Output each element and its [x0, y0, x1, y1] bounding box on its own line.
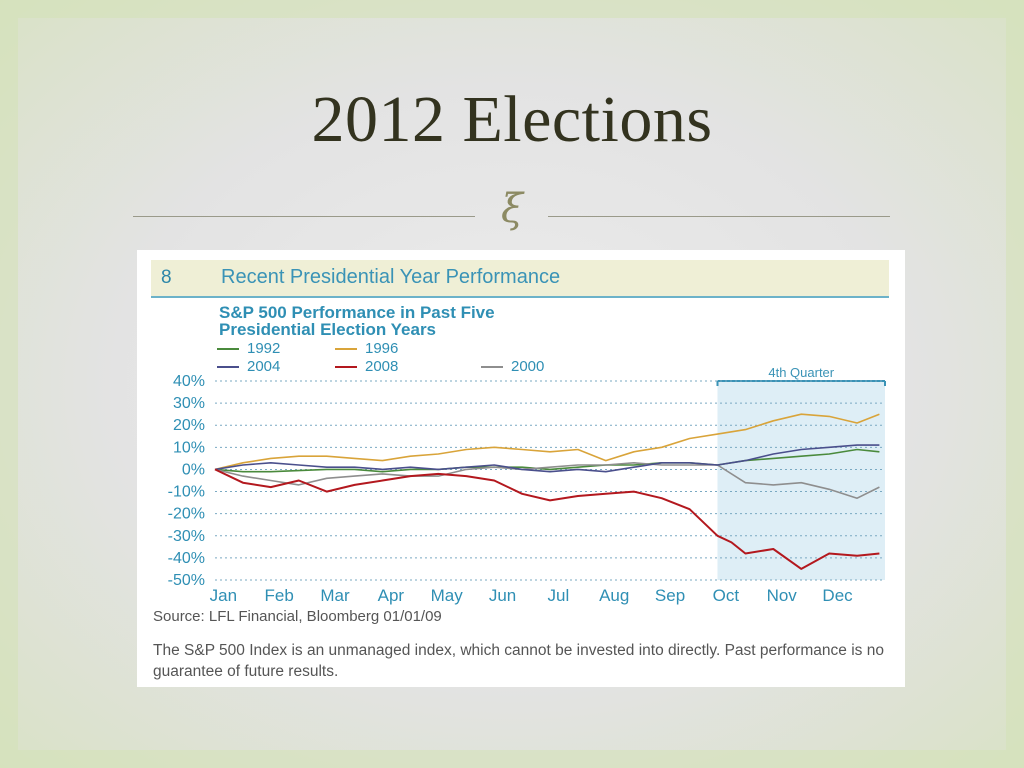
chart-figure: 8 Recent Presidential Year Performance 4… [137, 250, 905, 687]
legend-label: 1992 [247, 340, 281, 357]
legend-label: 2008 [365, 358, 399, 375]
y-tick-label: -20% [168, 506, 205, 523]
y-tick-label: -30% [168, 528, 205, 545]
figure-heading: Recent Presidential Year Performance [221, 266, 561, 288]
series-line-1996 [214, 413, 880, 471]
y-tick-label: -10% [168, 484, 205, 501]
y-tick-label: 20% [173, 417, 205, 434]
legend-swatch [335, 366, 357, 369]
y-tick-label: 10% [173, 439, 205, 456]
x-tick-label: Nov [767, 586, 798, 605]
fourth-quarter-label: 4th Quarter [768, 365, 834, 380]
legend-swatch [481, 366, 503, 369]
x-tick-label: Jul [548, 586, 570, 605]
x-tick-label: Mar [320, 586, 350, 605]
chart-source: Source: LFL Financial, Bloomberg 01/01/0… [153, 608, 442, 625]
y-tick-label: 0% [182, 461, 205, 478]
y-tick-label: 40% [173, 373, 205, 390]
legend-item-1996: 1996 [335, 340, 398, 357]
legend-item-1992: 1992 [217, 340, 280, 357]
figure-header: 8 Recent Presidential Year Performance [151, 260, 889, 298]
slide-title: 2012 Elections [311, 83, 713, 156]
title-rule-right [548, 216, 890, 217]
x-tick-label: Apr [378, 586, 405, 605]
legend-swatch [335, 348, 357, 351]
y-tick-label: -40% [168, 550, 205, 567]
series-line-2008 [214, 468, 880, 570]
legend-item-2008: 2008 [335, 358, 398, 375]
series-line-1992 [214, 448, 880, 473]
legend-label: 2000 [511, 358, 545, 375]
chart-title: S&P 500 Performance in Past Five Preside… [219, 303, 495, 339]
x-tick-label: Oct [713, 586, 740, 605]
x-tick-label: Sep [655, 586, 685, 605]
x-tick-label: Dec [822, 586, 853, 605]
y-tick-label: 30% [173, 395, 205, 412]
chart-note: The S&P 500 Index is an unmanaged index,… [153, 642, 884, 680]
x-tick-label: Aug [599, 586, 629, 605]
y-tick-label: -50% [168, 572, 205, 589]
legend-label: 2004 [247, 358, 281, 375]
legend-swatch [217, 348, 239, 351]
legend-item-2004: 2004 [217, 358, 280, 375]
series-line-2000 [214, 462, 880, 499]
x-tick-label: May [431, 586, 464, 605]
x-tick-label: Jan [210, 586, 237, 605]
x-tick-label: Feb [265, 586, 294, 605]
figure-number: 8 [161, 267, 172, 288]
x-tick-label: Jun [489, 586, 516, 605]
legend-swatch [217, 366, 239, 369]
legend-label: 1996 [365, 340, 399, 357]
ornament-icon: ξ [500, 186, 524, 232]
chart-legend: 1992 1996 2000 2004 2008 [217, 340, 597, 376]
legend-item-2000: 2000 [481, 358, 544, 375]
chart-canvas: 4th Quarter 40% 30% 20% 10% 0% -10% -20% -30% -40… [168, 365, 886, 605]
series-line-2004 [214, 444, 880, 473]
title-rule-left [133, 216, 475, 217]
